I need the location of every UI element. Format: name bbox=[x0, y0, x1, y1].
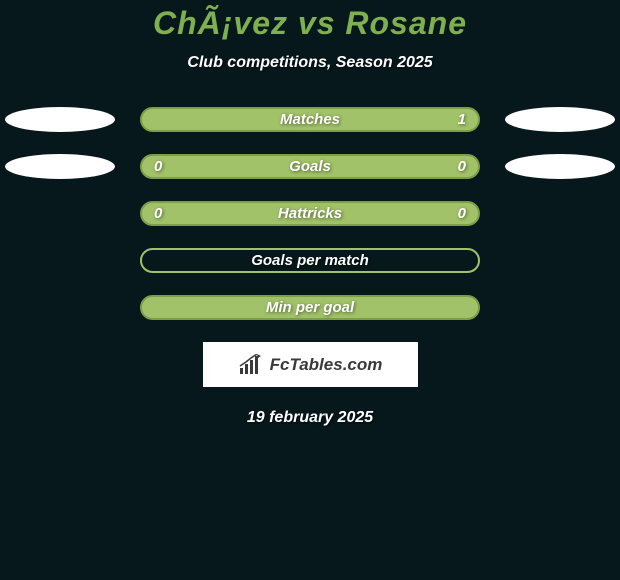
stat-bar: Matches 1 bbox=[140, 107, 480, 132]
player-ellipse-right bbox=[505, 107, 615, 132]
stat-value-right: 0 bbox=[458, 158, 466, 175]
stat-row: Min per goal bbox=[0, 295, 620, 320]
player-ellipse-left bbox=[5, 107, 115, 132]
stat-label: Min per goal bbox=[266, 299, 354, 316]
stat-row: Goals per match bbox=[0, 248, 620, 273]
stat-value-left: 0 bbox=[154, 158, 162, 175]
stat-bar: 0 Hattricks 0 bbox=[140, 201, 480, 226]
stats-area: Matches 1 0 Goals 0 0 Hattricks 0 Goals per matc… bbox=[0, 107, 620, 320]
logo-text: FcTables.com bbox=[270, 355, 383, 375]
stat-value-right: 1 bbox=[458, 111, 466, 128]
stat-label: Matches bbox=[280, 111, 340, 128]
stat-row: Matches 1 bbox=[0, 107, 620, 132]
stat-label: Goals bbox=[289, 158, 331, 175]
stat-bar: 0 Goals 0 bbox=[140, 154, 480, 179]
stat-row: 0 Goals 0 bbox=[0, 154, 620, 179]
page-title: ChÃ¡vez vs Rosane bbox=[0, 5, 620, 42]
stat-value-left: 0 bbox=[154, 205, 162, 222]
stat-label: Goals per match bbox=[251, 252, 369, 269]
infographic-container: ChÃ¡vez vs Rosane Club competitions, Sea… bbox=[0, 0, 620, 427]
date-text: 19 february 2025 bbox=[0, 409, 620, 427]
stat-label: Hattricks bbox=[278, 205, 342, 222]
chart-icon bbox=[238, 354, 264, 376]
logo-box: FcTables.com bbox=[203, 342, 418, 387]
stat-row: 0 Hattricks 0 bbox=[0, 201, 620, 226]
subtitle: Club competitions, Season 2025 bbox=[0, 54, 620, 72]
stat-bar: Goals per match bbox=[140, 248, 480, 273]
player-ellipse-right bbox=[505, 154, 615, 179]
stat-bar: Min per goal bbox=[140, 295, 480, 320]
stat-value-right: 0 bbox=[458, 205, 466, 222]
player-ellipse-left bbox=[5, 154, 115, 179]
